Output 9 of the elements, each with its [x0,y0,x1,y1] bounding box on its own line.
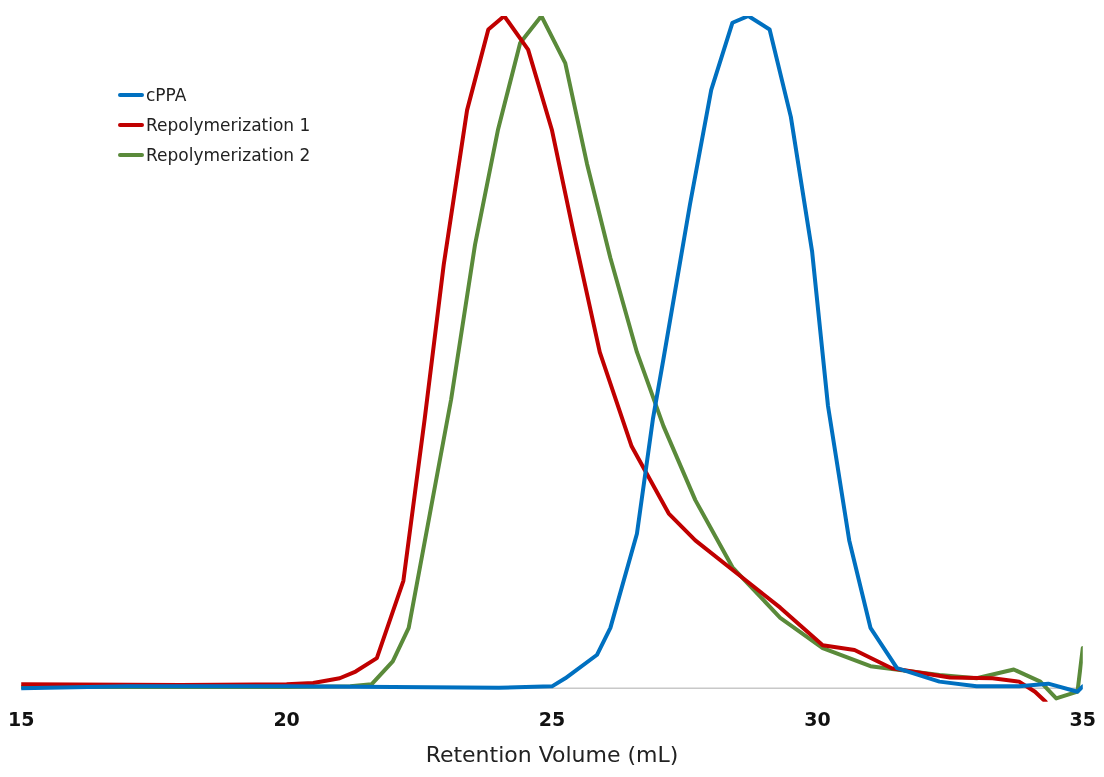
x-tick-label: 30 [804,708,831,731]
x-tick-label: 20 [273,708,300,731]
x-axis-title: Retention Volume (mL) [425,741,679,767]
legend-label: Repolymerization 2 [146,145,311,165]
x-tick-label: 25 [538,708,566,731]
legend-label: Repolymerization 1 [146,115,311,135]
x-tick-label: 35 [1069,708,1097,731]
legend-label: cPPA [146,85,187,105]
x-tick-label: 15 [7,708,35,731]
